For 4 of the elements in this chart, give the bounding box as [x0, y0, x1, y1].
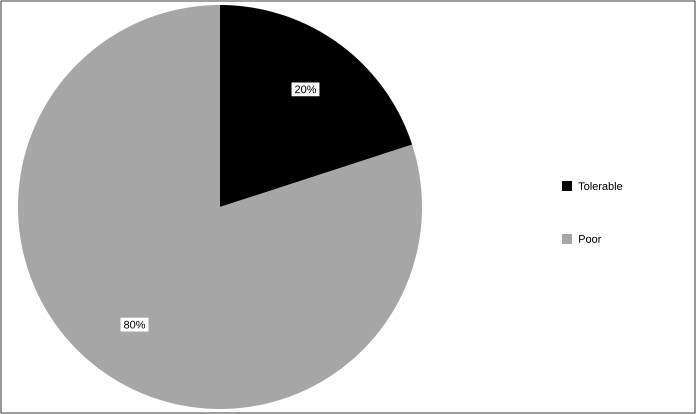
data-label: 20%: [295, 85, 316, 94]
legend-label: Poor: [579, 235, 602, 243]
legend-label: Tolerable: [578, 182, 622, 190]
data-label: 80%: [124, 320, 146, 329]
